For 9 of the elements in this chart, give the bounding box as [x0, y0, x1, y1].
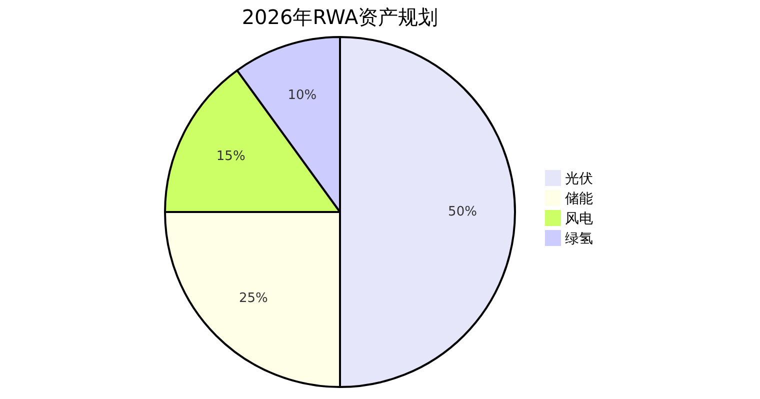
- legend-label: 风电: [565, 211, 593, 227]
- chart-title: 2026年RWA资产规划: [242, 5, 438, 29]
- data-label: 15%: [216, 148, 246, 164]
- legend-label: 光伏: [565, 171, 593, 187]
- data-label: 10%: [288, 88, 317, 104]
- legend-label: 绿氢: [565, 231, 593, 247]
- data-label: 25%: [238, 291, 268, 306]
- legend-label: 储能: [565, 191, 593, 207]
- data-label: 50%: [448, 204, 477, 220]
